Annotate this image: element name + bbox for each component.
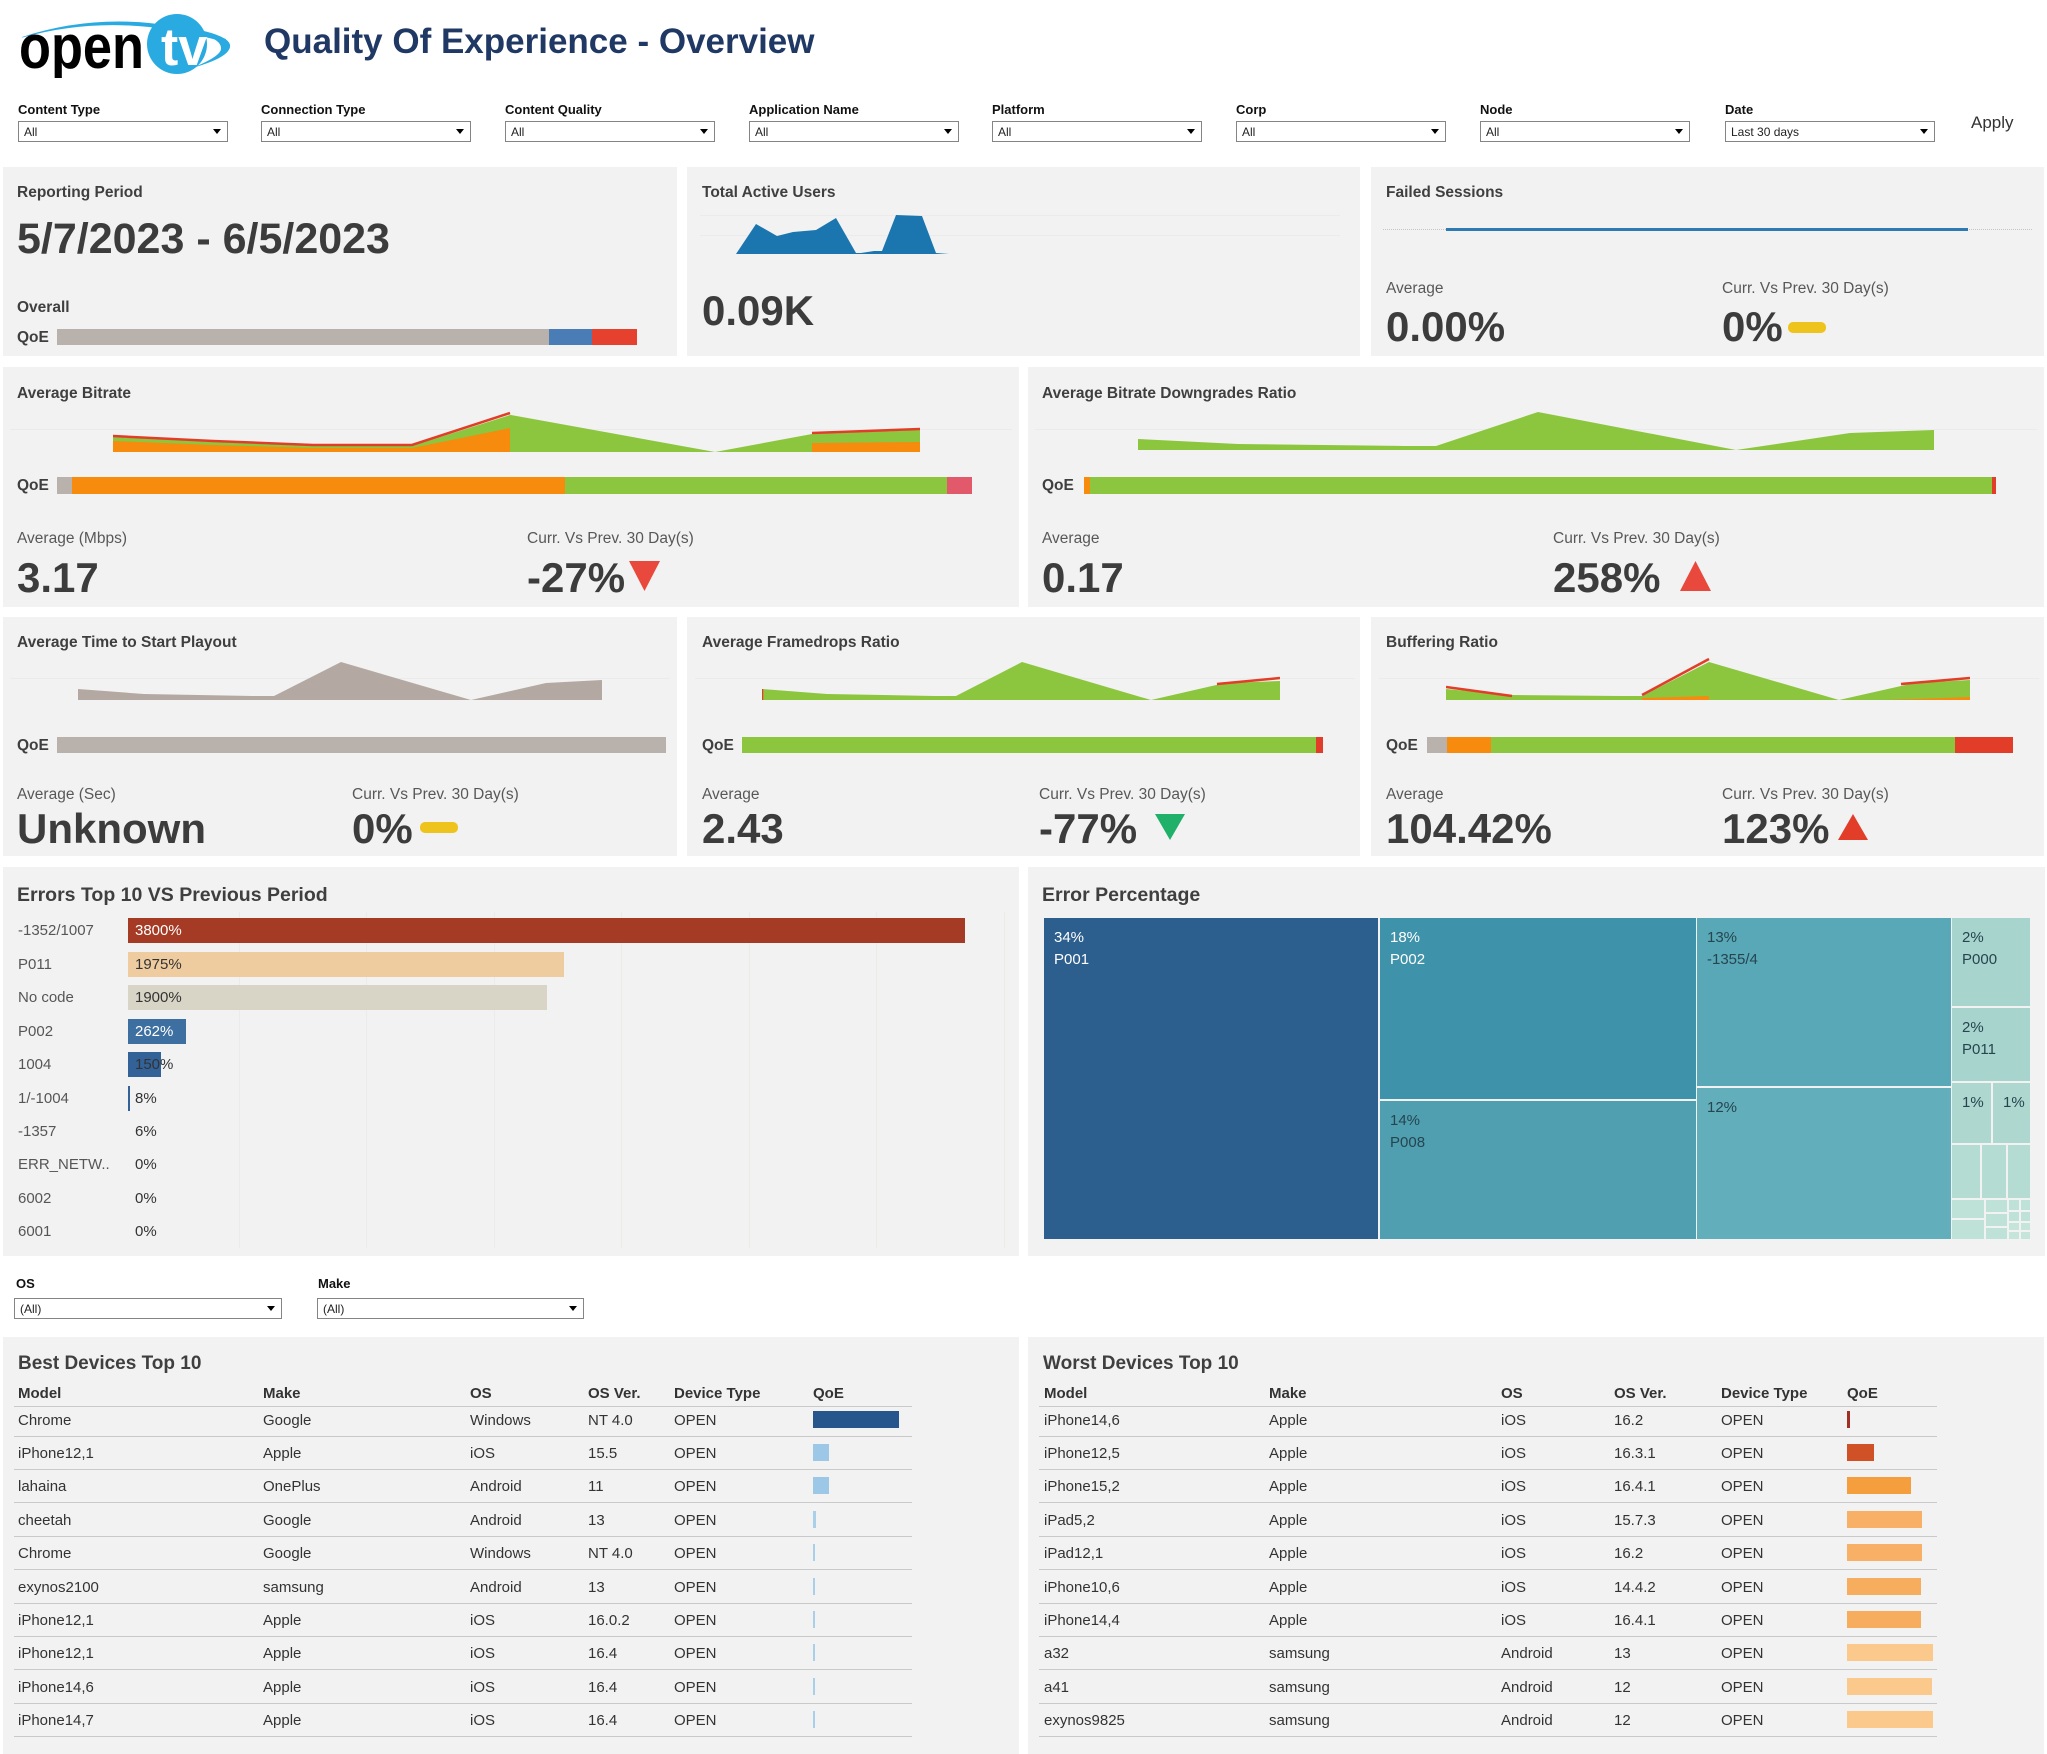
svg-text:tv: tv [161, 18, 207, 77]
svg-text:open: open [19, 13, 144, 78]
